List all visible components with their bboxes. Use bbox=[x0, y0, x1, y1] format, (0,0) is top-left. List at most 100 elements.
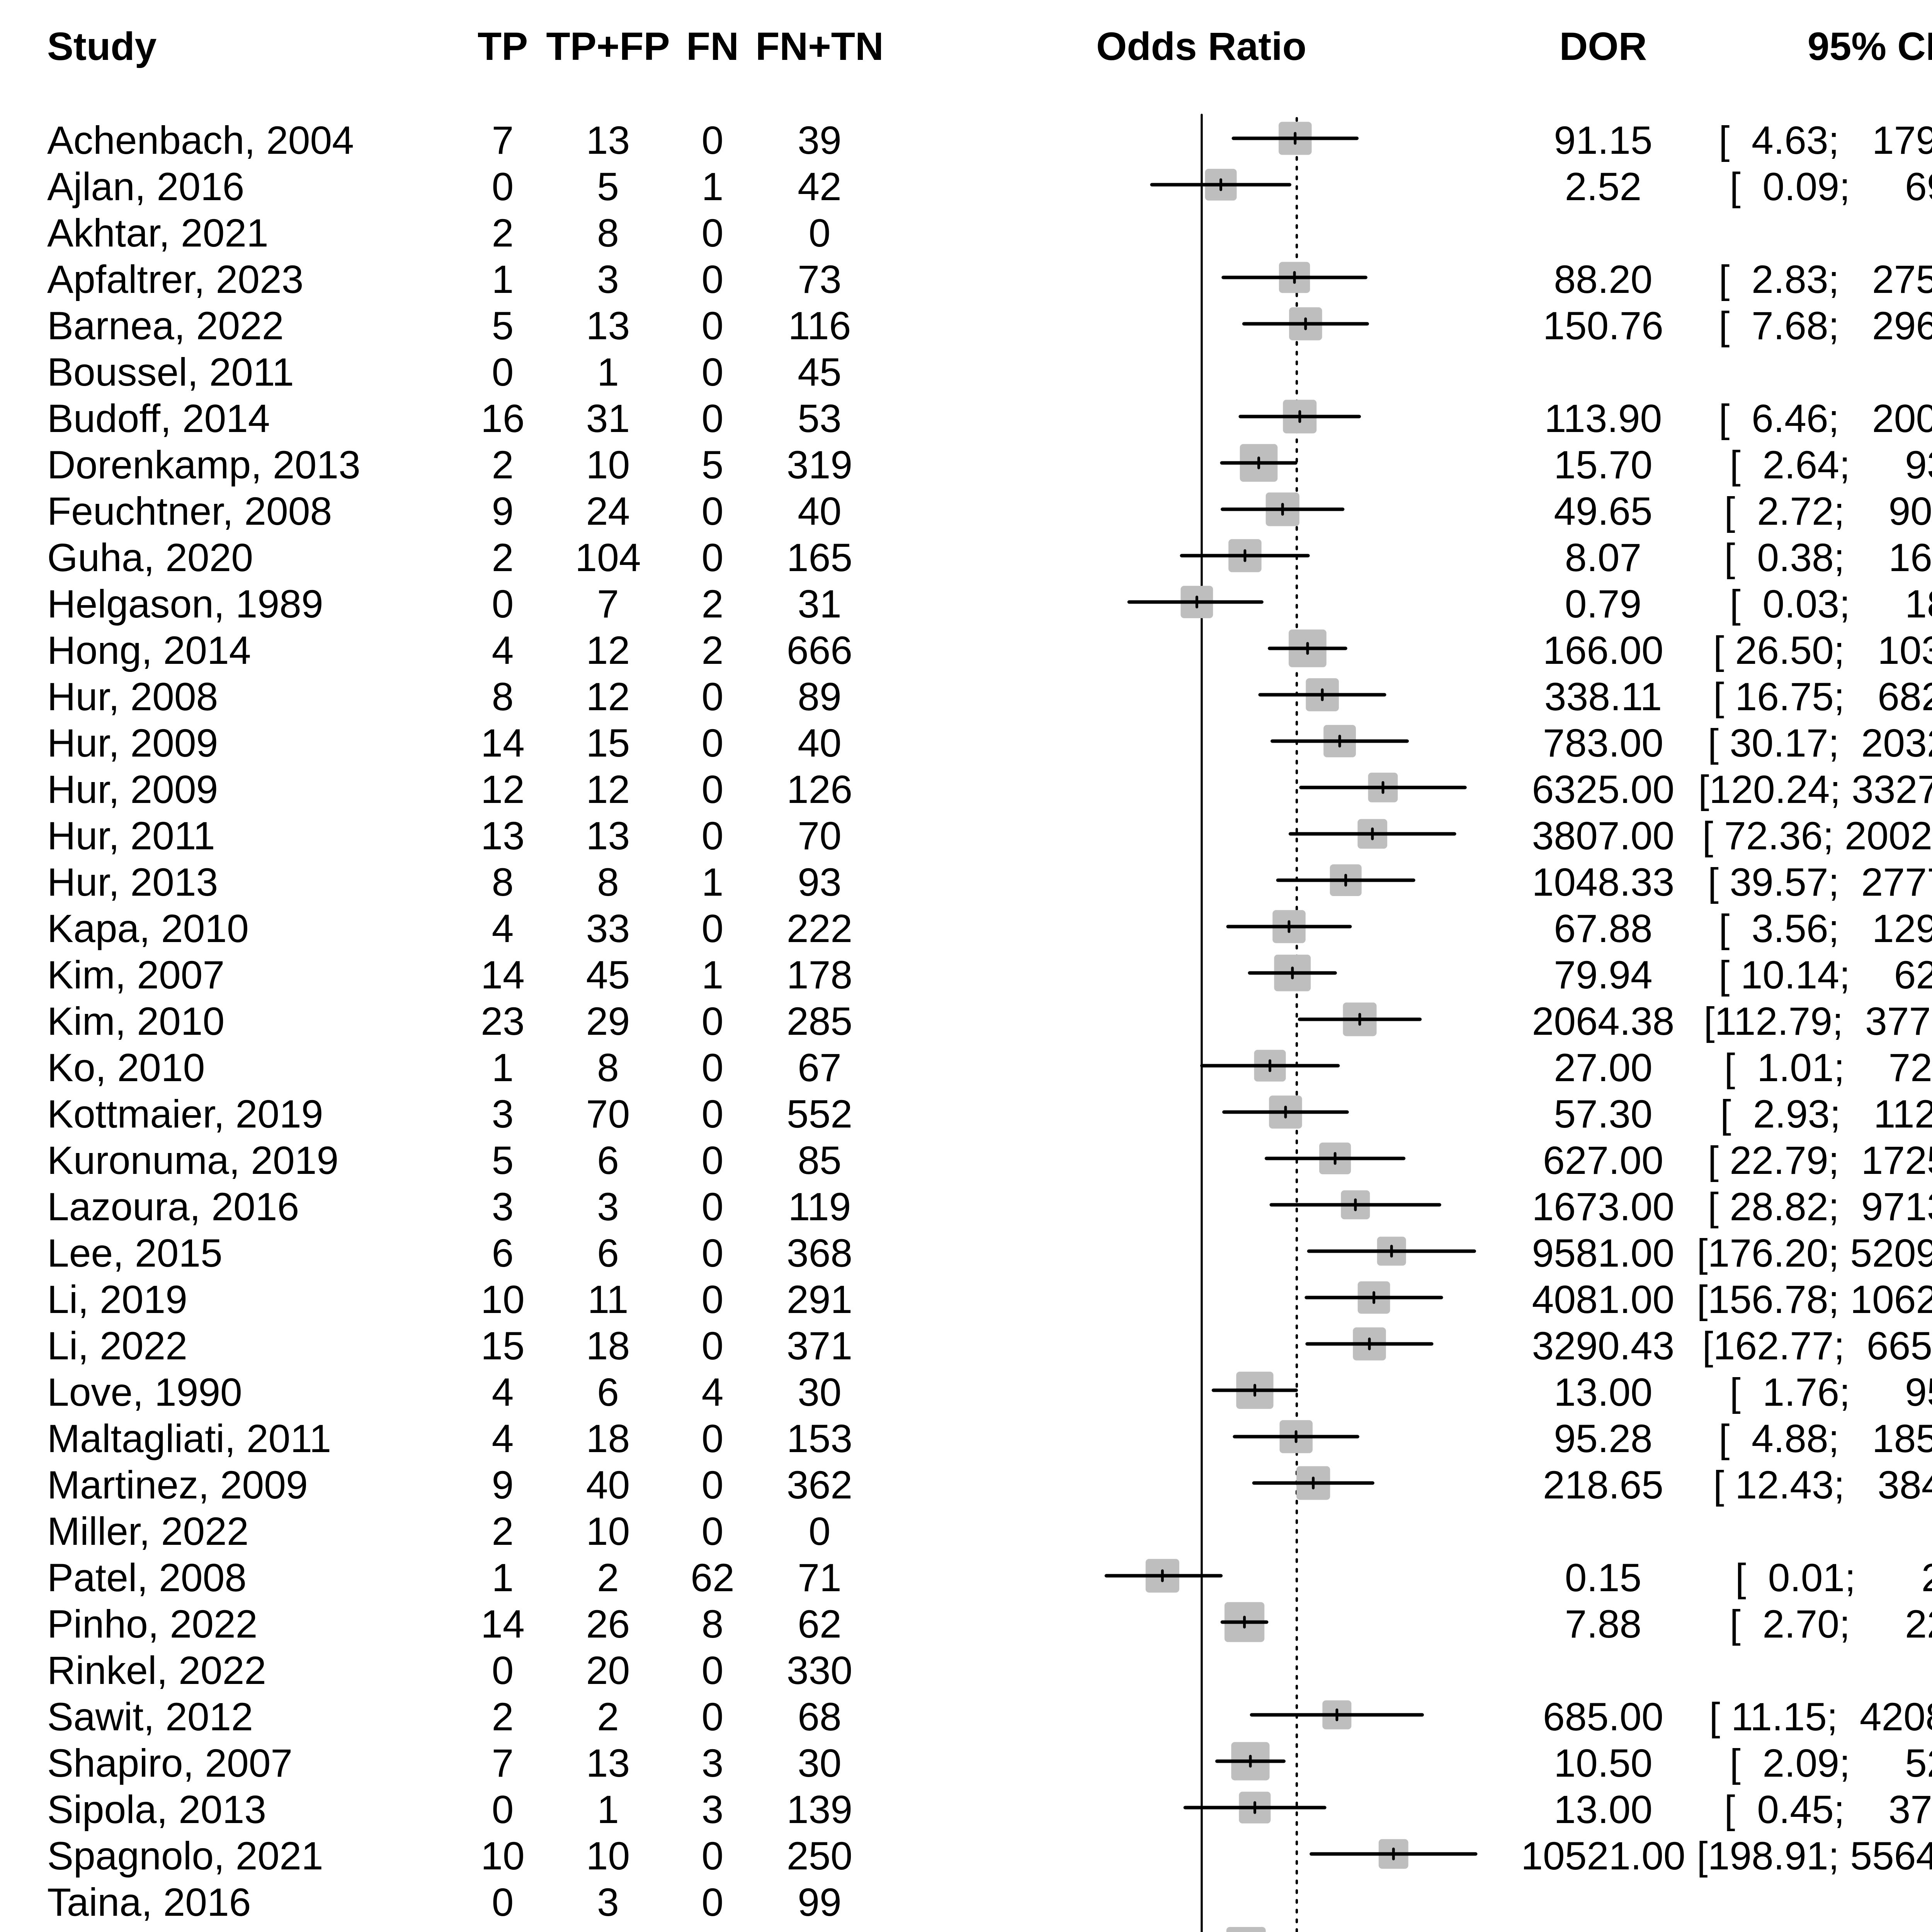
svg-text:8: 8 bbox=[492, 675, 514, 719]
svg-text:222: 222 bbox=[787, 906, 852, 951]
svg-text:Li, 2019: Li, 2019 bbox=[47, 1277, 187, 1321]
svg-text:10: 10 bbox=[586, 1509, 630, 1553]
svg-text:0: 0 bbox=[702, 1417, 724, 1461]
svg-text:166.00: 166.00 bbox=[1543, 628, 1663, 672]
svg-text:85: 85 bbox=[798, 1138, 841, 1182]
svg-text:20: 20 bbox=[586, 1648, 630, 1692]
svg-text:TP: TP bbox=[478, 24, 528, 68]
svg-text:88.20: 88.20 bbox=[1554, 257, 1652, 301]
svg-text:[ 2.72; 905.37]: [ 2.72; 905.37] bbox=[1724, 489, 1932, 533]
svg-text:2: 2 bbox=[702, 582, 724, 626]
svg-text:3: 3 bbox=[597, 1185, 619, 1229]
svg-text:TP+FP: TP+FP bbox=[546, 24, 670, 68]
svg-text:1: 1 bbox=[597, 1787, 619, 1832]
svg-text:[ 0.01; 2.53]: [ 0.01; 2.53] bbox=[1735, 1556, 1932, 1600]
svg-text:45: 45 bbox=[798, 350, 841, 394]
svg-text:3: 3 bbox=[702, 1741, 724, 1785]
svg-text:104: 104 bbox=[575, 536, 641, 580]
svg-text:156: 156 bbox=[787, 1927, 852, 1932]
svg-text:218.65: 218.65 bbox=[1543, 1463, 1663, 1507]
svg-text:Spagnolo, 2021: Spagnolo, 2021 bbox=[47, 1834, 323, 1878]
svg-text:0: 0 bbox=[492, 350, 514, 394]
svg-text:0: 0 bbox=[702, 814, 724, 858]
svg-text:Li, 2022: Li, 2022 bbox=[47, 1324, 187, 1368]
svg-text:319: 319 bbox=[787, 443, 852, 487]
svg-text:291: 291 bbox=[787, 1277, 852, 1321]
svg-text:[162.77; 66516.71]: [162.77; 66516.71] bbox=[1702, 1324, 1932, 1368]
svg-text:Taina, 2016: Taina, 2016 bbox=[47, 1880, 251, 1924]
svg-text:14: 14 bbox=[481, 953, 524, 997]
svg-text:18: 18 bbox=[586, 1324, 630, 1368]
svg-text:0: 0 bbox=[702, 257, 724, 301]
svg-text:552: 552 bbox=[787, 1092, 852, 1136]
svg-text:Apfaltrer, 2023: Apfaltrer, 2023 bbox=[47, 257, 303, 301]
svg-text:0: 0 bbox=[492, 1648, 514, 1692]
svg-text:14: 14 bbox=[586, 1927, 630, 1932]
svg-text:3: 3 bbox=[492, 1092, 514, 1136]
svg-text:45: 45 bbox=[586, 953, 630, 997]
svg-text:Budoff, 2014: Budoff, 2014 bbox=[47, 396, 270, 440]
svg-text:0: 0 bbox=[702, 536, 724, 580]
svg-text:Achenbach, 2004: Achenbach, 2004 bbox=[47, 118, 354, 162]
svg-text:42: 42 bbox=[798, 165, 841, 209]
svg-text:70: 70 bbox=[586, 1092, 630, 1136]
svg-text:29: 29 bbox=[586, 999, 630, 1043]
svg-text:Rinkel, 2022: Rinkel, 2022 bbox=[47, 1648, 266, 1692]
svg-text:[ 26.50; 1039.97]: [ 26.50; 1039.97] bbox=[1713, 628, 1932, 672]
svg-text:13: 13 bbox=[586, 814, 630, 858]
svg-text:1048.33: 1048.33 bbox=[1532, 860, 1675, 904]
svg-text:0: 0 bbox=[492, 165, 514, 209]
svg-text:Kapa, 2010: Kapa, 2010 bbox=[47, 906, 249, 951]
svg-text:8.07: 8.07 bbox=[1565, 536, 1642, 580]
svg-text:4: 4 bbox=[492, 1370, 514, 1414]
svg-text:2: 2 bbox=[492, 443, 514, 487]
svg-text:79.94: 79.94 bbox=[1554, 953, 1652, 997]
svg-text:2: 2 bbox=[492, 1695, 514, 1739]
svg-text:Study: Study bbox=[47, 24, 157, 68]
svg-text:12: 12 bbox=[586, 675, 630, 719]
svg-text:FN: FN bbox=[686, 24, 739, 68]
svg-text:7: 7 bbox=[702, 1927, 724, 1932]
svg-text:[176.20; 520966.93]: [176.20; 520966.93] bbox=[1697, 1231, 1932, 1275]
svg-text:9581.00: 9581.00 bbox=[1532, 1231, 1675, 1275]
svg-text:[198.91; 556476.66]: [198.91; 556476.66] bbox=[1697, 1834, 1932, 1878]
svg-text:Hur, 2013: Hur, 2013 bbox=[47, 860, 218, 904]
svg-text:[ 11.15; 42086.76]: [ 11.15; 42086.76] bbox=[1709, 1695, 1932, 1739]
svg-text:10.50: 10.50 bbox=[1554, 1741, 1652, 1785]
svg-text:1: 1 bbox=[702, 953, 724, 997]
svg-text:4081.00: 4081.00 bbox=[1532, 1277, 1675, 1321]
svg-text:[ 2.09; 52.85]: [ 2.09; 52.85] bbox=[1730, 1741, 1932, 1785]
svg-text:0: 0 bbox=[702, 396, 724, 440]
svg-text:67: 67 bbox=[798, 1046, 841, 1090]
svg-text:12: 12 bbox=[586, 628, 630, 672]
svg-text:5: 5 bbox=[702, 443, 724, 487]
svg-text:4: 4 bbox=[492, 1927, 514, 1932]
svg-text:8: 8 bbox=[702, 1602, 724, 1646]
svg-text:18: 18 bbox=[586, 1417, 630, 1461]
svg-text:0: 0 bbox=[702, 906, 724, 951]
svg-text:1: 1 bbox=[597, 350, 619, 394]
svg-text:91.15: 91.15 bbox=[1554, 118, 1652, 162]
svg-text:15.70: 15.70 bbox=[1554, 443, 1652, 487]
svg-text:[ 4.63; 1795.51]: [ 4.63; 1795.51] bbox=[1719, 118, 1932, 162]
svg-text:285: 285 bbox=[787, 999, 852, 1043]
svg-text:15: 15 bbox=[481, 1324, 524, 1368]
svg-text:31: 31 bbox=[798, 582, 841, 626]
svg-text:[ 22.79; 17251.44]: [ 22.79; 17251.44] bbox=[1708, 1138, 1932, 1182]
svg-text:8: 8 bbox=[492, 860, 514, 904]
svg-text:Kuronuma, 2019: Kuronuma, 2019 bbox=[47, 1138, 338, 1182]
svg-text:1: 1 bbox=[492, 257, 514, 301]
svg-text:9: 9 bbox=[492, 489, 514, 533]
svg-text:71: 71 bbox=[798, 1556, 841, 1600]
svg-text:3: 3 bbox=[492, 1185, 514, 1229]
svg-text:99: 99 bbox=[798, 1880, 841, 1924]
svg-text:30: 30 bbox=[798, 1370, 841, 1414]
svg-text:[ 6.46; 2008.38]: [ 6.46; 2008.38] bbox=[1719, 396, 1932, 440]
svg-text:Hur, 2008: Hur, 2008 bbox=[47, 675, 218, 719]
svg-text:2: 2 bbox=[492, 536, 514, 580]
svg-text:165: 165 bbox=[787, 536, 852, 580]
svg-text:5: 5 bbox=[597, 165, 619, 209]
svg-text:11: 11 bbox=[588, 1277, 629, 1321]
svg-text:3: 3 bbox=[702, 1787, 724, 1832]
svg-text:Guha, 2020: Guha, 2020 bbox=[47, 536, 253, 580]
